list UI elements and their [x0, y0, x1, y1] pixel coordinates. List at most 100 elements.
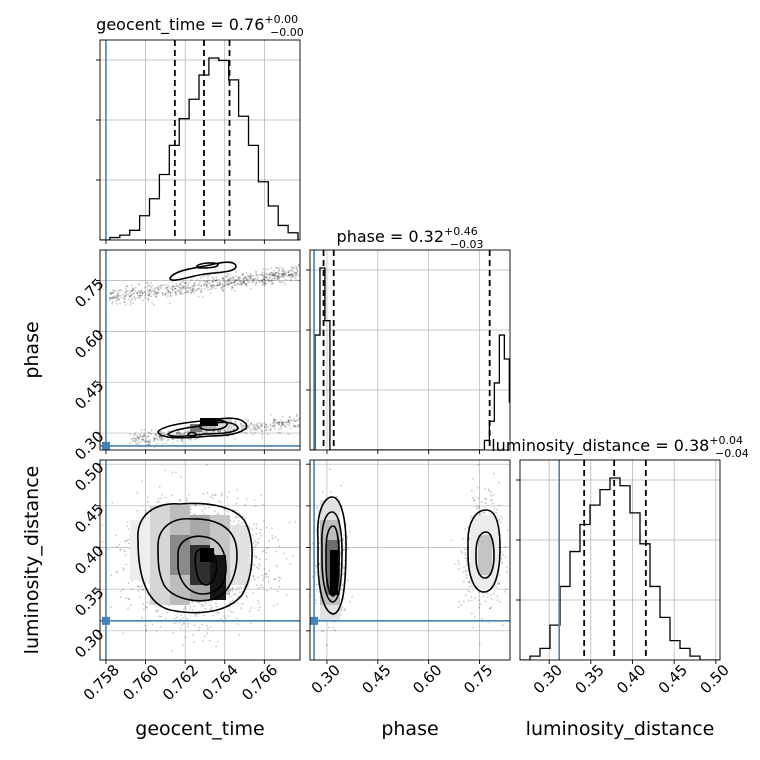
scatter-point — [161, 437, 164, 440]
scatter-point — [130, 603, 132, 606]
scatter-point — [234, 279, 237, 281]
scatter-point — [287, 275, 290, 277]
scatter-point — [250, 622, 252, 625]
scatter-point — [294, 425, 296, 428]
scatter-point — [274, 274, 277, 276]
scatter-point — [235, 502, 238, 505]
scatter-point — [185, 287, 188, 290]
scatter-point — [186, 430, 189, 433]
scatter-point — [117, 290, 120, 292]
scatter-point — [268, 279, 271, 282]
scatter-point — [126, 290, 128, 292]
scatter-point — [133, 292, 136, 295]
scatter-point — [258, 280, 260, 282]
scatter-point — [172, 438, 174, 440]
scatter-point — [153, 290, 155, 293]
scatter-point — [156, 501, 159, 503]
scatter-point — [191, 601, 193, 603]
scatter-point — [291, 275, 294, 278]
x-axis-label-geocent-time: geocent_time — [135, 718, 264, 740]
scatter-point — [484, 600, 487, 603]
scatter-point — [123, 301, 126, 303]
scatter-point — [112, 289, 115, 291]
scatter-point — [227, 284, 230, 286]
scatter-point — [492, 592, 495, 595]
scatter-point — [128, 295, 131, 297]
scatter-point — [209, 288, 212, 291]
density-bin — [190, 424, 202, 432]
scatter-point — [231, 287, 234, 289]
scatter-point — [240, 280, 243, 283]
scatter-point — [260, 280, 263, 282]
scatter-point — [186, 289, 189, 292]
scatter-point — [239, 279, 242, 282]
scatter-point — [262, 281, 265, 284]
scatter-point — [277, 538, 279, 541]
scatter-point — [351, 595, 353, 598]
scatter-point — [173, 617, 176, 620]
scatter-point — [169, 287, 172, 290]
scatter-point — [242, 278, 245, 280]
scatter-point — [329, 468, 332, 470]
scatter-point — [173, 285, 176, 288]
scatter-point — [277, 421, 280, 424]
scatter-point — [261, 436, 263, 439]
scatter-point — [275, 420, 277, 422]
scatter-point — [191, 288, 194, 290]
scatter-point — [255, 271, 257, 274]
scatter-point — [486, 592, 489, 595]
scatter-point — [269, 277, 272, 279]
scatter-point — [157, 289, 160, 291]
scatter-point — [221, 278, 224, 280]
scatter-point — [281, 273, 283, 276]
scatter-point — [115, 300, 118, 302]
histogram-luminosity-distance — [520, 477, 720, 660]
scatter-point — [286, 423, 289, 426]
scatter-point — [178, 622, 181, 624]
scatter-point — [171, 494, 174, 497]
scatter-point — [208, 506, 210, 509]
scatter-point — [127, 542, 130, 545]
panel-hist-phase: phase = 0.32+0.46 −0.03 — [306, 225, 511, 454]
scatter-point — [260, 494, 263, 497]
scatter-point — [237, 276, 239, 279]
scatter-point — [157, 498, 160, 500]
scatter-point — [500, 521, 502, 524]
scatter-point — [316, 506, 319, 509]
scatter-point — [130, 438, 133, 440]
scatter-point — [283, 271, 286, 274]
scatter-point — [204, 282, 207, 284]
scatter-point — [138, 295, 141, 297]
scatter-point — [200, 291, 203, 293]
scatter-point — [221, 276, 224, 279]
scatter-point — [272, 277, 274, 280]
scatter-point — [191, 289, 194, 292]
scatter-point — [260, 424, 263, 427]
scatter-point — [472, 499, 475, 502]
scatter-point — [264, 279, 267, 282]
scatter-point — [227, 279, 230, 282]
scatter-point — [109, 297, 112, 300]
scatter-point — [129, 301, 132, 303]
scatter-point — [160, 437, 163, 440]
scatter-point — [295, 419, 298, 422]
scatter-point — [141, 438, 144, 441]
scatter-point — [137, 437, 140, 440]
scatter-point — [119, 294, 121, 297]
scatter-point — [215, 279, 218, 281]
scatter-point — [251, 533, 254, 536]
scatter-point — [506, 571, 509, 574]
scatter-point — [177, 289, 180, 292]
scatter-point — [290, 270, 293, 272]
scatter-point — [136, 509, 139, 512]
scatter-point — [152, 293, 155, 296]
scatter-point — [244, 504, 247, 507]
scatter-point — [116, 296, 119, 299]
scatter-point — [162, 431, 165, 434]
scatter-point — [151, 623, 154, 626]
scatter-point — [463, 566, 465, 569]
scatter-point — [210, 431, 213, 433]
scatter-point — [230, 282, 232, 285]
scatter-point — [149, 441, 152, 444]
scatter-point — [232, 282, 235, 284]
